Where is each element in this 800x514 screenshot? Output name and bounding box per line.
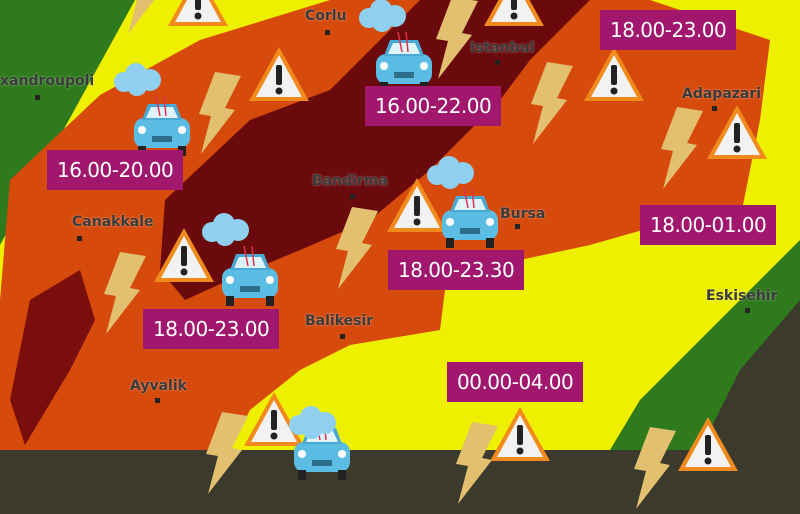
city-label-eskisehir: Eskisehir — [706, 288, 778, 304]
cloud-icon — [355, 0, 409, 36]
lightning-icon — [430, 0, 480, 84]
time-window-label: 18.00-23.00 — [600, 10, 737, 50]
lightning-icon — [628, 425, 678, 514]
city-marker — [155, 398, 160, 403]
city-label-ayvalik: Ayvalik — [130, 378, 187, 394]
dark-red-zone-west — [10, 270, 95, 445]
city-label-canakkale: Canakkale — [72, 214, 154, 230]
lightning-icon — [450, 420, 500, 509]
time-window-label: 16.00-20.00 — [47, 150, 184, 190]
time-window-label: 18.00-23.00 — [143, 309, 280, 349]
warning-triangle-icon — [385, 176, 449, 238]
city-label-xandroupoli: xandroupoli — [0, 73, 95, 89]
lightning-icon — [120, 0, 170, 39]
city-label-bandirma: Bandirma — [312, 173, 388, 189]
city-marker — [515, 224, 520, 229]
lightning-icon — [193, 70, 243, 159]
city-marker — [495, 60, 500, 65]
time-window-label: 18.00-23.30 — [388, 250, 525, 290]
city-marker — [325, 30, 330, 35]
lightning-icon — [200, 410, 250, 499]
warning-triangle-icon — [488, 405, 552, 467]
warning-triangle-icon — [482, 0, 546, 32]
city-marker — [77, 236, 82, 241]
city-label-balikesir: Balikesir — [305, 313, 374, 329]
warning-triangle-icon — [676, 415, 740, 477]
time-window-label: 16.00-22.00 — [365, 86, 502, 126]
dark-area-southeast — [700, 300, 800, 450]
car-hail-icon — [128, 95, 196, 162]
city-label-istanbul: Istanbul — [470, 40, 535, 56]
cloud-icon — [110, 62, 164, 100]
lightning-icon — [98, 250, 148, 339]
city-marker — [350, 194, 355, 199]
car-hail-icon — [216, 245, 284, 312]
city-label-corlu: Corlu — [305, 8, 347, 24]
lightning-icon — [525, 60, 575, 149]
car-hail-icon — [436, 187, 504, 254]
warning-triangle-icon — [582, 45, 646, 107]
city-marker — [35, 95, 40, 100]
lightning-icon — [655, 105, 705, 194]
warning-triangle-icon — [166, 0, 230, 32]
city-marker — [340, 334, 345, 339]
time-window-label: 00.00-04.00 — [447, 362, 584, 402]
time-window-label: 18.00-01.00 — [640, 205, 777, 245]
cloud-icon — [198, 212, 252, 250]
city-label-bursa: Bursa — [500, 206, 546, 222]
cloud-icon — [423, 155, 477, 193]
warning-triangle-icon — [242, 390, 306, 452]
dark-red-zone — [160, 0, 590, 300]
city-marker — [712, 106, 717, 111]
city-marker — [745, 308, 750, 313]
warning-triangle-icon — [152, 226, 216, 288]
warning-triangle-icon — [705, 103, 769, 165]
lightning-icon — [330, 205, 380, 294]
warning-triangle-icon — [247, 45, 311, 107]
cloud-icon — [285, 405, 339, 443]
city-label-adapazari: Adapazari — [682, 86, 762, 102]
